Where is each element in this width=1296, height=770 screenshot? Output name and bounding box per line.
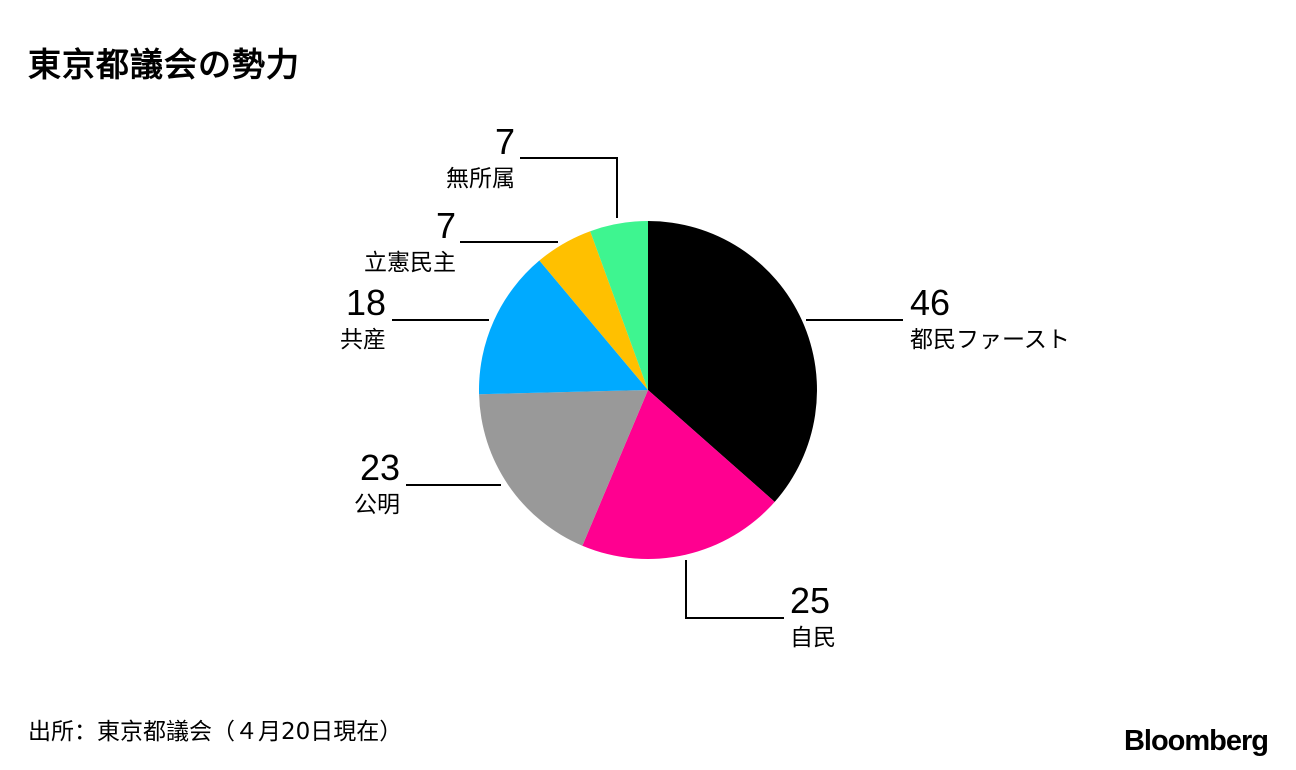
chart-title: 東京都議会の勢力 (28, 45, 300, 84)
slice-value-label: 25 (790, 580, 830, 621)
pie-chart: 46 都民ファースト 25 自民 23 公明 18 共産 7 立憲民主 7 無所属 (340, 121, 1070, 651)
leader-line (520, 157, 618, 218)
slice-category-label: 立憲民主 (364, 250, 456, 276)
slice-value-label: 18 (346, 282, 386, 323)
pie-slice (648, 221, 817, 502)
slice-category-label: 共産 (340, 327, 386, 353)
bloomberg-logo: Bloomberg (1123, 725, 1269, 757)
slice-value-label: 7 (436, 205, 456, 246)
slice-category-label: 無所属 (446, 166, 515, 192)
source-note: 出所：東京都議会（４月20日現在） (28, 719, 403, 745)
slice-value-label: 7 (495, 121, 515, 162)
slice-category-label: 自民 (790, 625, 836, 651)
slice-value-label: 46 (910, 282, 950, 323)
pie-slice (539, 231, 648, 390)
pie-slice (582, 390, 775, 559)
pie-slice (478, 260, 648, 395)
slice-category-label: 公明 (354, 492, 400, 518)
pie-slice (479, 390, 648, 546)
pie-slice (590, 221, 648, 390)
slice-value-label: 23 (360, 447, 400, 488)
slice-category-label: 都民ファースト (910, 327, 1070, 353)
leader-line (685, 560, 784, 619)
